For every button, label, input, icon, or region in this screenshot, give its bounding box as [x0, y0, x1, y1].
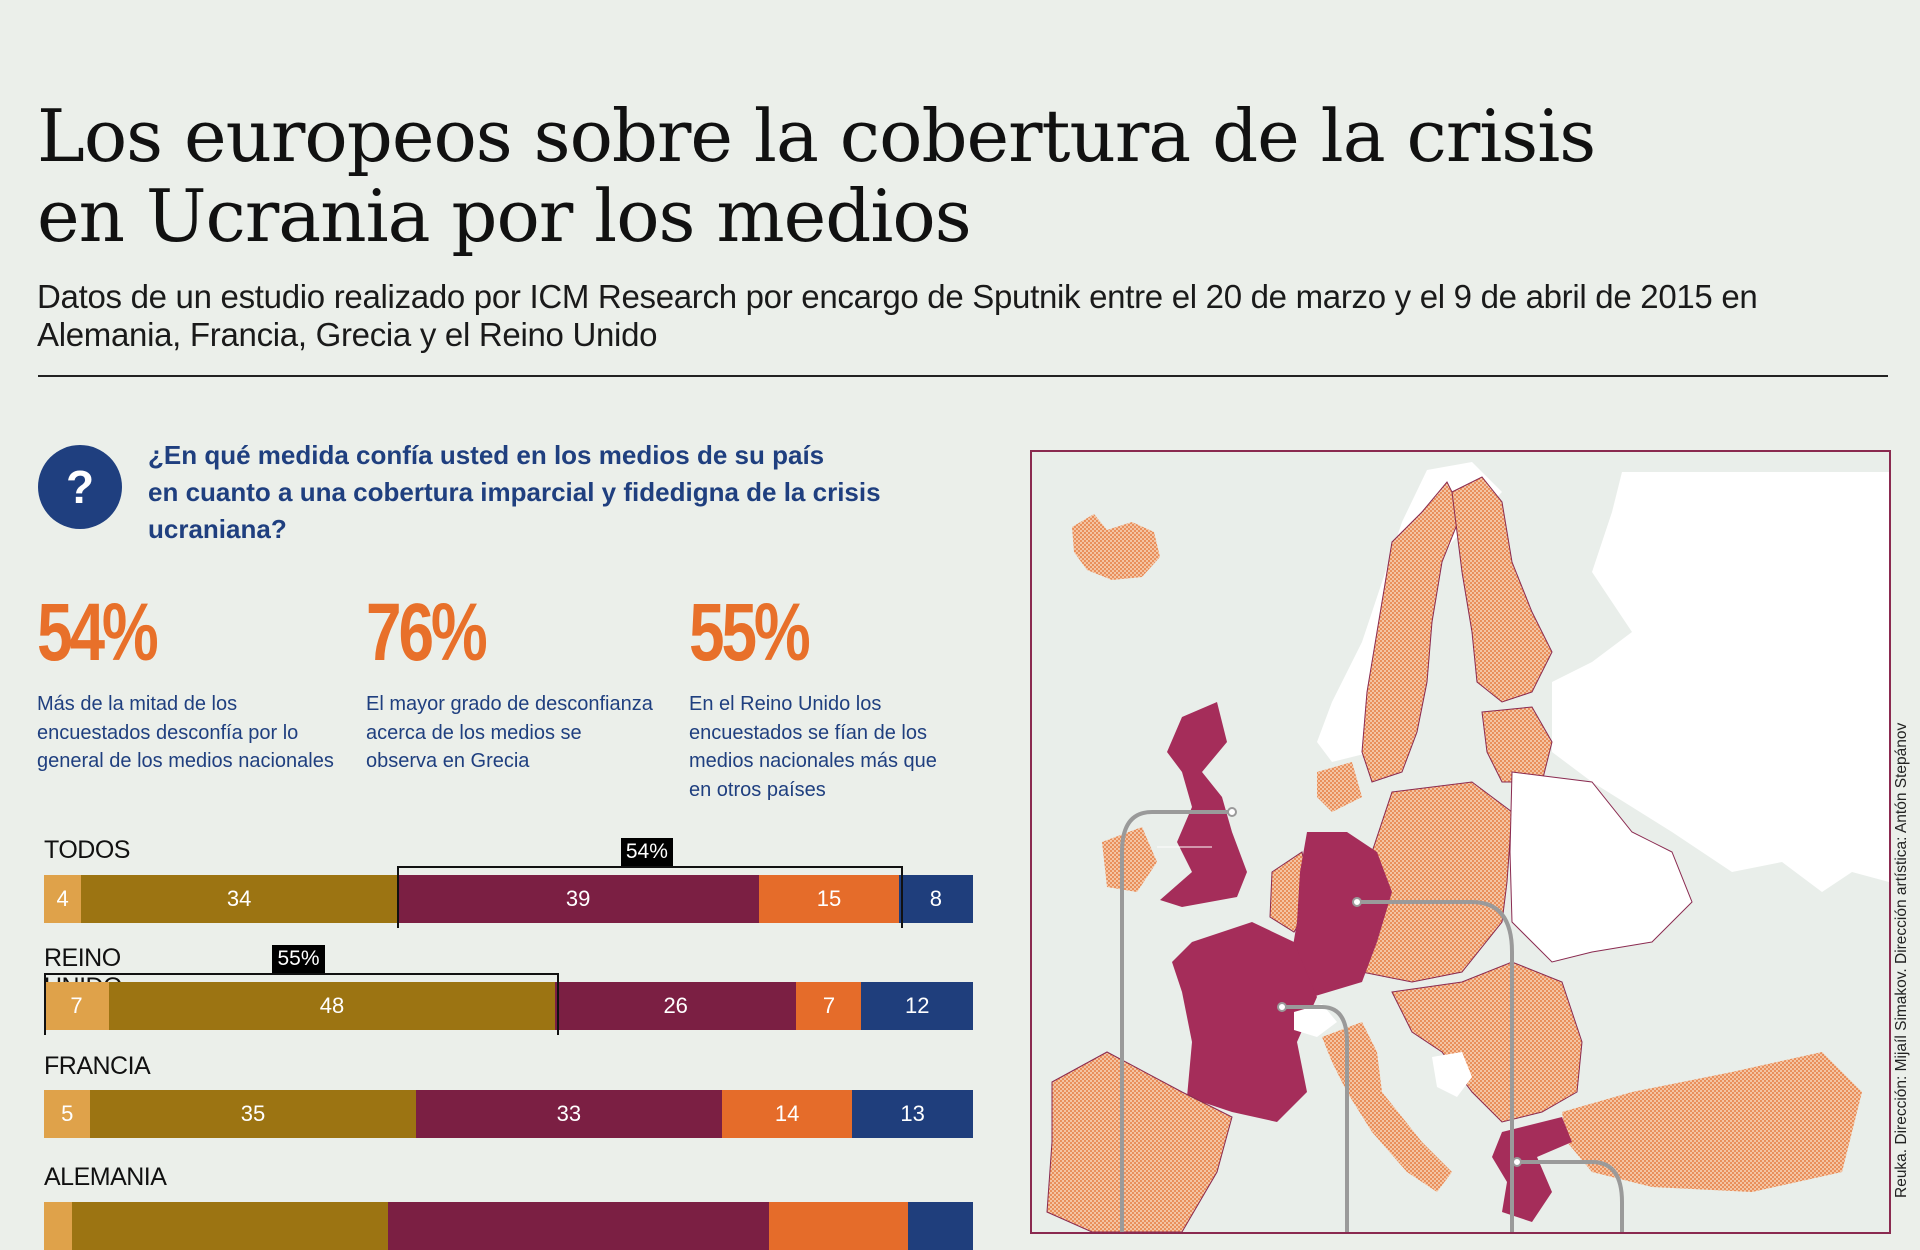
question-line-2: en cuanto a una cobertura imparcial y fi… [148, 477, 881, 507]
map-balkans [1391, 961, 1583, 1123]
map-iceland [1072, 514, 1160, 580]
bar-segment: 39 [397, 875, 760, 923]
bar-segment-value: 39 [565, 886, 591, 911]
bar-segment: 35 [90, 1090, 416, 1138]
annotation-label: 54% [620, 838, 673, 866]
bar-segment: 5 [44, 1090, 91, 1138]
europe-map [1030, 450, 1891, 1234]
bar-segment: 14 [722, 1090, 853, 1138]
map-russia [1552, 472, 1889, 892]
stacked-bar: 4 34 39 15 8 [44, 875, 973, 923]
bar-segment: 48 [109, 982, 555, 1030]
bar-segment: 12 [861, 982, 973, 1030]
stat-value: 76% [366, 587, 488, 678]
map-bosnia [1432, 1052, 1472, 1097]
question-mark-icon: ? [38, 445, 122, 529]
annotation-label: 55% [272, 945, 325, 973]
map-callout-dots [1227, 807, 1522, 1167]
stat-block: 55% En el Reino Unido los encuestados se… [689, 588, 1009, 804]
bar-segment-value: 4 [56, 886, 69, 911]
bar-segment-value: 33 [556, 1101, 582, 1126]
question-line-3: ucraniana? [148, 514, 287, 544]
bar-category-label: FRANCIA [44, 1052, 151, 1080]
bar-segment [768, 1202, 908, 1250]
bar-segment-value: 8 [929, 886, 942, 911]
stat-description: En el Reino Unido los encuestados se fía… [689, 693, 937, 801]
bar-segment-value: 12 [904, 993, 930, 1018]
bar-segment [44, 1202, 72, 1250]
stat-value: 54% [37, 587, 159, 678]
bar-segment: 34 [81, 875, 398, 923]
map-germany [1287, 832, 1392, 997]
page-title: Los europeos sobre la cobertura de la cr… [37, 94, 1596, 258]
bar-segment-value: 7 [822, 993, 836, 1018]
map-denmark [1317, 762, 1362, 812]
map-united-kingdom [1160, 702, 1247, 907]
bar-segment-value: 34 [226, 886, 252, 911]
header-divider [38, 375, 1888, 377]
bar-segment: 7 [44, 982, 110, 1030]
bar-segment-value: 26 [663, 993, 688, 1018]
bar-segment-value: 15 [816, 886, 842, 911]
question-line-1: ¿En qué medida confía usted en los medio… [148, 440, 825, 470]
survey-question: ¿En qué medida confía usted en los medio… [148, 437, 948, 548]
map-iberia [1046, 1051, 1233, 1232]
map-baltics [1481, 706, 1553, 783]
bar-segment-value: 5 [61, 1101, 74, 1126]
map-italy [1322, 1022, 1452, 1192]
stacked-bar: 5 35 33 14 13 [44, 1090, 973, 1138]
bar-segment [907, 1202, 973, 1250]
subtitle: Datos de un estudio realizado por ICM Re… [37, 278, 1758, 353]
europe-map-svg [1046, 462, 1889, 1232]
title-line-1: Los europeos sobre la cobertura de la cr… [37, 94, 1596, 178]
bar-segment-value: 48 [319, 993, 345, 1018]
bar-segment: 26 [554, 982, 797, 1030]
stacked-bar: 7 48 26 7 12 [44, 982, 973, 1030]
stat-value: 55% [689, 587, 811, 678]
map-callout-lines [1120, 810, 1624, 1232]
map-ukraine-belarus [1509, 771, 1693, 963]
bar-segment: 7 [796, 982, 862, 1030]
map-greece [1492, 1117, 1572, 1222]
bar-segment: 8 [898, 875, 973, 923]
map-france [1172, 922, 1317, 1122]
bar-segment [71, 1202, 388, 1250]
bar-segment: 15 [759, 875, 899, 923]
stat-description: Más de la mitad de los encuestados desco… [37, 693, 334, 772]
bar-segment: 13 [852, 1090, 973, 1138]
bar-segment-value: 7 [70, 993, 83, 1018]
map-sweden [1361, 481, 1463, 783]
stat-description: El mayor grado de desconfianza acerca de… [366, 693, 653, 772]
bar-category-label: TODOS [44, 836, 130, 864]
stacked-bar [44, 1202, 973, 1250]
bar-segment: 4 [44, 875, 82, 923]
stat-block: 54% Más de la mitad de los encuestados d… [37, 588, 357, 776]
map-turkey [1562, 1052, 1862, 1192]
annotation-bracket [397, 866, 903, 928]
bar-segment-value: 14 [774, 1101, 800, 1126]
annotation-bracket [44, 973, 559, 1035]
map-switzerland [1294, 1004, 1337, 1037]
credit-text: Reuka. Dirección: Mijaíl Simakov. Direcc… [1893, 722, 1910, 1198]
map-ireland [1102, 827, 1157, 892]
bar-segment: 33 [415, 1090, 723, 1138]
bar-segment-value: 13 [900, 1101, 925, 1126]
stat-block: 76% El mayor grado de desconfianza acerc… [366, 588, 686, 776]
bar-segment-value: 35 [240, 1101, 266, 1126]
map-finland [1451, 476, 1553, 703]
bar-category-label: ALEMANIA [44, 1163, 167, 1191]
bar-segment [387, 1202, 769, 1250]
title-line-2: en Ucrania por los medios [37, 174, 972, 258]
